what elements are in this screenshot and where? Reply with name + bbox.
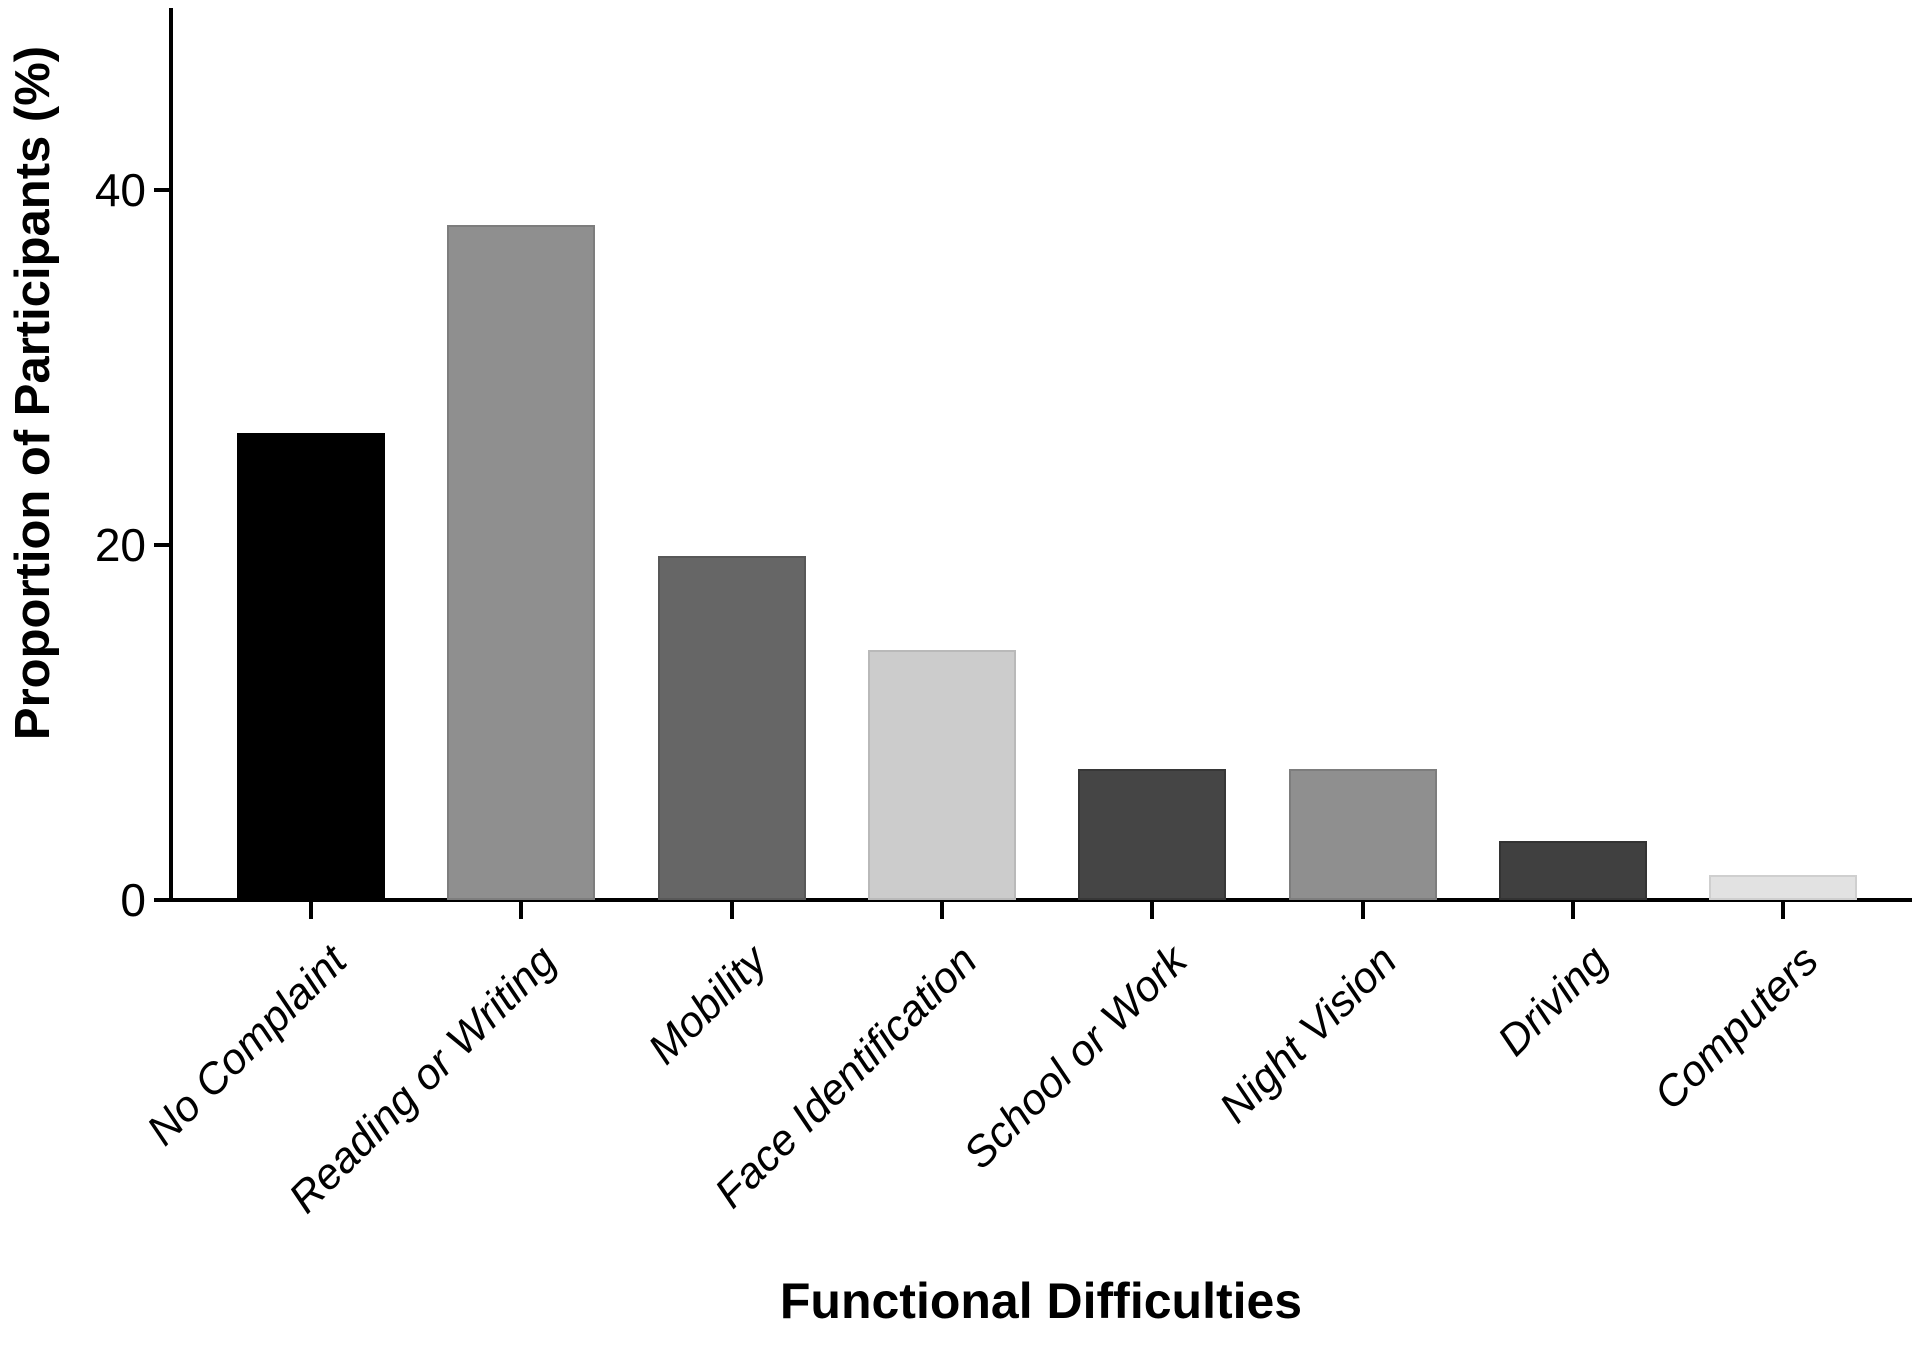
y-tick (154, 898, 172, 902)
bar-night-vision (1289, 769, 1437, 900)
bar-school-or-work (1078, 769, 1226, 900)
x-axis-title: Functional Difficulties (779, 1273, 1303, 1329)
x-tick (1150, 902, 1154, 919)
bar-face-identification (868, 650, 1016, 900)
y-axis-title: Proportion of Participants (%) (6, 45, 60, 741)
x-tick (940, 902, 944, 919)
x-tick (519, 902, 523, 919)
x-axis-line (169, 898, 1912, 902)
x-tick (730, 902, 734, 919)
x-tick-label: Mobility (639, 936, 777, 1074)
y-tick (154, 188, 172, 192)
x-tick-label: No Complaint (137, 936, 356, 1155)
y-axis-line (169, 8, 173, 902)
x-tick (1361, 902, 1365, 919)
x-tick (309, 902, 313, 919)
x-tick (1781, 902, 1785, 919)
x-tick (1571, 902, 1575, 919)
bar-mobility (658, 556, 806, 900)
bar-reading-or-writing (447, 225, 595, 900)
x-tick-label: Computers (1644, 936, 1828, 1120)
x-tick-label: Night Vision (1210, 936, 1407, 1133)
y-tick-label: 20 (94, 519, 146, 571)
bar-driving (1499, 841, 1647, 900)
x-tick-label: Driving (1488, 936, 1618, 1066)
y-tick-label: 40 (94, 164, 146, 216)
y-tick-label: 0 (120, 874, 146, 926)
bar-computers (1709, 875, 1857, 900)
y-tick (154, 543, 172, 547)
bar-no-complaint (237, 433, 385, 900)
x-tick-label: School or Work (954, 936, 1197, 1179)
